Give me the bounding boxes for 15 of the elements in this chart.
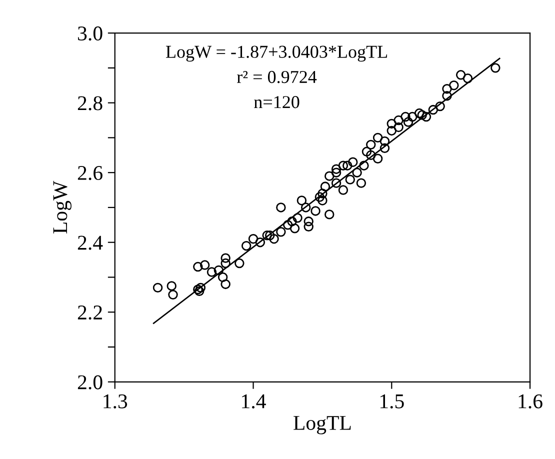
x-tick-label: 1.3 [104, 394, 128, 408]
y-tick-label: 2.2 [78, 306, 102, 320]
y-tick-label: 3.0 [78, 26, 102, 41]
y-tick-label: 2.8 [78, 96, 102, 110]
x-tick-label: 1.4 [242, 394, 266, 408]
y-tick-label: 2.6 [78, 166, 102, 180]
y-tick-label: 2.0 [78, 375, 102, 390]
annotation: r² = 0.9724 [237, 70, 317, 84]
y-axis-title: LogW [53, 180, 72, 234]
x-axis-title: LogTL [294, 416, 351, 434]
annotation: n=120 [254, 96, 300, 108]
annotation: LogW = -1.87+3.0403*LogTL [166, 46, 388, 62]
y-tick-label: 2.4 [78, 236, 103, 250]
x-tick-label: 1.5 [380, 394, 404, 408]
x-tick-label: 1.6 [518, 394, 542, 408]
